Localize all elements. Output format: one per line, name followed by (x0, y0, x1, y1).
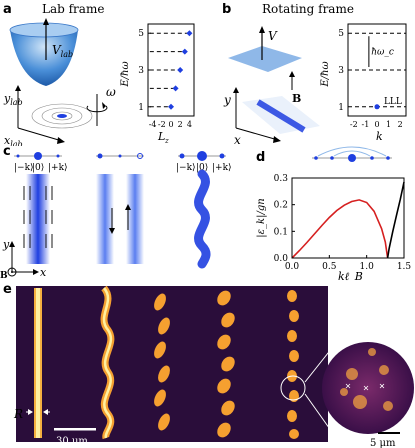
x-tick-label: 1 (386, 120, 391, 129)
x-axis-label: kℓ_B (338, 270, 363, 282)
state-point (177, 67, 184, 73)
stripe-snake (194, 169, 211, 269)
svg-text:x: x (234, 133, 241, 146)
panel-a-chart: 1 3 5 -4 -2 0 2 4 L z E/ħω (120, 23, 195, 144)
mode-indicator-3 (178, 151, 226, 161)
x-axis-subscript: z (164, 137, 169, 144)
x-tick-label: -2 (158, 120, 166, 129)
x-tick-label: 2 (178, 120, 183, 129)
coupling-arc (317, 146, 387, 157)
svg-text:x: x (40, 266, 47, 278)
svg-text:ω: ω (106, 85, 116, 99)
v-label: V (268, 29, 278, 43)
x-axis-label: k (376, 130, 383, 143)
x-tick-label: 4 (187, 120, 192, 129)
coupling-arc (333, 150, 371, 157)
mode-label-plus-k: |+k⟩ (48, 163, 68, 173)
y-tick-label: 0.3 (274, 174, 289, 184)
svg-text:y: y (223, 93, 231, 107)
panel-b-illustration: V B y x (223, 26, 320, 146)
x-tick-label: 2 (398, 120, 403, 129)
mode-dot (370, 156, 374, 160)
state-point (168, 103, 174, 110)
condensate-blobs-2 (154, 293, 170, 431)
svg-text:|+k⟩: |+k⟩ (212, 163, 232, 173)
gap-label: ħω_c (371, 48, 394, 58)
y-axis-label: E/ħω (320, 61, 331, 87)
y-tick-label: 1 (338, 103, 344, 113)
mode-dot (348, 154, 356, 162)
panel-e-image: R 30 μm 5 μm (13, 285, 414, 448)
state-point (374, 104, 380, 110)
x-tick-label: -1 (362, 120, 370, 129)
mode-indicator-2 (96, 153, 144, 159)
scale-bar-main: 30 μm (56, 436, 88, 447)
condensate-blobs-4 (287, 290, 299, 439)
panel-b-letter: b (222, 2, 232, 17)
mode-label-zero: |0⟩ (32, 163, 44, 173)
x-tick-label: 1.0 (360, 262, 375, 272)
y-tick-label: 3 (338, 66, 344, 76)
y-tick-label: 0.2 (274, 201, 288, 211)
y-tick-label: 0.1 (274, 227, 288, 237)
state-point (172, 85, 179, 92)
scale-bar-inset: 5 μm (370, 438, 396, 448)
zoom-inset (322, 342, 414, 434)
potential-bowl (10, 30, 78, 86)
dispersion-curve-0 (291, 199, 389, 259)
panel-b-title: Rotating frame (262, 2, 354, 16)
svg-text:|−k⟩: |−k⟩ (176, 163, 196, 173)
x-axis-label: L (157, 130, 165, 143)
svg-text:ylab: ylab (3, 92, 23, 107)
state-point (181, 48, 188, 55)
flow-arrows (23, 186, 53, 248)
x-tick-label: 0.5 (322, 262, 337, 272)
x-tick-label: 0 (168, 120, 173, 129)
b-field-label: B (292, 92, 301, 105)
svg-text:|0⟩: |0⟩ (196, 163, 208, 173)
mode-dot (330, 156, 334, 160)
state-point (186, 30, 193, 37)
condensate-blobs-3 (217, 290, 235, 438)
y-tick-label: 3 (138, 66, 144, 76)
y-tick-label: 5 (338, 29, 344, 39)
y-axis-label: E/ħω (120, 61, 131, 87)
chart-d-frame (291, 177, 405, 259)
x-tick-label: 0 (374, 120, 379, 129)
x-tick-label: 1.5 (397, 262, 412, 272)
y-tick-label: 1 (138, 103, 144, 113)
panel-a-illustration: Vlab ylab xlab ω (3, 18, 116, 146)
mode-dot (314, 156, 318, 160)
mode-indicator-1 (14, 152, 62, 160)
lll-label: LLL (384, 97, 402, 107)
panel-c-letter: c (3, 144, 11, 159)
flat-potential-plane (228, 46, 302, 72)
y-axis-label: |ε_k|/gn (256, 198, 267, 237)
x-tick-label: -4 (149, 120, 157, 129)
svg-text:y: y (2, 238, 10, 251)
svg-text:B: B (0, 271, 8, 278)
mode-label-minus-k: |−k⟩ (14, 163, 34, 173)
panel-e-letter: e (3, 282, 12, 297)
y-tick-label: 5 (138, 29, 144, 39)
stripe-split (96, 174, 114, 264)
radius-label: R (13, 407, 23, 421)
mode-dot (386, 156, 390, 160)
panel-c-figure: |−k⟩ |0⟩ |+k⟩ |−k⟩ |0⟩ |+k⟩ y x B (0, 151, 232, 278)
x-tick-label: -2 (350, 120, 358, 129)
panel-a-letter: a (3, 2, 12, 17)
x-tick-label: 0.0 (285, 262, 300, 272)
panel-d-letter: d (256, 150, 266, 165)
panel-d-chart: 0.0 0.1 0.2 0.3 0.0 0.5 1.0 1.5 kℓ_B |ε_k|/gn (256, 146, 412, 282)
y-tick-label: 0.0 (274, 254, 289, 264)
dispersion-curve-1 (386, 181, 405, 259)
panel-a-title: Lab frame (42, 2, 105, 16)
